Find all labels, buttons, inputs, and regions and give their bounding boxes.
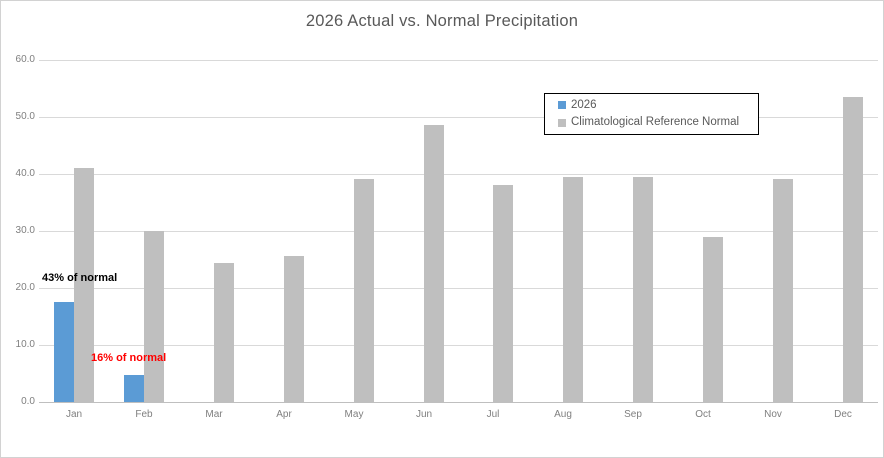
annotation-feb-percent-of-normal: 16% of normal [91,352,167,364]
y-axis-tick-label: 30.0 [15,225,35,236]
gridline [39,231,878,232]
gridline [39,117,878,118]
gridline [39,345,878,346]
gridline [39,288,878,289]
y-axis-tick-label: 10.0 [15,339,35,350]
bar-normal-nov [773,179,793,402]
x-axis-line [39,402,878,403]
x-axis-tick-label: Feb [135,409,153,420]
y-axis-tick-label: 0.0 [21,396,35,407]
bar-normal-aug [563,177,583,402]
x-axis-tick-label: Oct [695,409,711,420]
x-axis-tick-label: Nov [764,409,782,420]
x-axis-tick-label: Dec [834,409,852,420]
x-axis-tick-label: Mar [205,409,223,420]
legend-label-normal: Climatological Reference Normal [571,116,740,128]
bar-normal-sep [633,177,653,402]
x-axis-tick-label: Jul [486,409,500,420]
y-axis-tick-label: 50.0 [15,111,35,122]
chart-title: 2026 Actual vs. Normal Precipitation [305,12,579,30]
bar-2026-jan [54,302,74,402]
bar-normal-mar [214,263,234,402]
gridline [39,174,878,175]
y-axis-tick-label: 40.0 [15,168,35,179]
bar-2026-feb [124,375,144,402]
bar-normal-jul [493,185,513,402]
bar-normal-jun [424,125,444,402]
x-axis-tick-label: Aug [554,409,572,420]
legend-item-normal: Climatological Reference Normal [558,116,758,129]
bar-normal-apr [284,256,304,402]
legend: 2026 Climatological Reference Normal [544,93,759,135]
y-axis-tick-label: 60.0 [15,54,35,65]
bar-normal-jan [74,168,94,402]
annotation-jan-percent-of-normal: 43% of normal [42,272,118,284]
bar-normal-may [354,179,374,402]
x-axis-tick-label: Apr [276,409,292,420]
gridline [39,60,878,61]
x-axis-tick-label: Sep [624,409,642,420]
x-axis-tick-label: Jan [65,409,83,420]
legend-swatch-normal-icon [558,118,566,127]
bar-normal-dec [843,97,863,402]
bar-normal-feb [144,231,164,402]
y-axis-tick-label: 20.0 [15,282,35,293]
legend-label-2026: 2026 [571,98,597,111]
x-axis-tick-label: Jun [415,409,433,420]
legend-swatch-2026-icon [558,101,566,110]
x-axis-tick-label: May [344,409,364,420]
legend-item-2026: 2026 [558,98,758,112]
bar-normal-oct [703,237,723,402]
